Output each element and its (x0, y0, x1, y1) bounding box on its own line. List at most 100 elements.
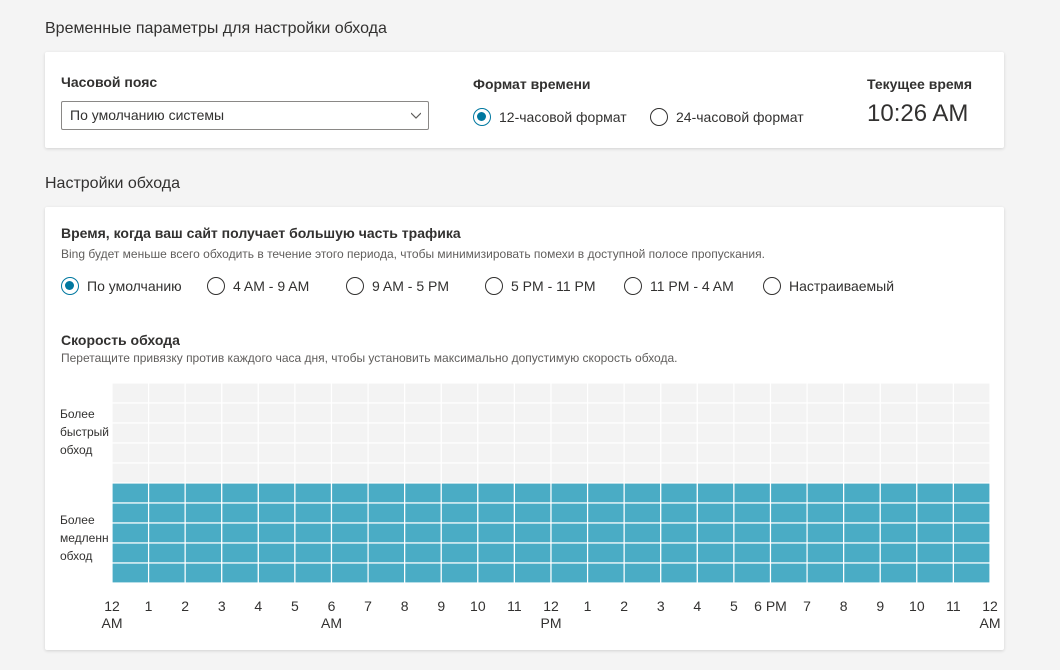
rate-cell-h5-l5[interactable] (294, 482, 333, 504)
rate-cell-h22-l7[interactable] (916, 442, 955, 464)
rate-cell-h22-l6[interactable] (916, 462, 955, 484)
rate-cell-h9-l5[interactable] (440, 482, 479, 504)
rate-cell-h0-l9[interactable] (112, 402, 150, 424)
rate-cell-h9-l7[interactable] (440, 442, 479, 464)
rate-cell-h1-l1[interactable] (147, 562, 186, 583)
rate-cell-h3-l2[interactable] (221, 542, 259, 564)
rate-cell-h11-l6[interactable] (513, 462, 552, 484)
rate-cell-h10-l4[interactable] (477, 502, 516, 524)
rate-cell-h22-l3[interactable] (916, 522, 955, 544)
rate-cell-h5-l1[interactable] (294, 562, 333, 583)
rate-cell-h23-l6[interactable] (952, 462, 990, 484)
rate-cell-h22-l1[interactable] (916, 562, 955, 583)
rate-cell-h9-l8[interactable] (440, 422, 479, 444)
rate-cell-h12-l3[interactable] (550, 522, 589, 544)
rate-cell-h4-l6[interactable] (257, 462, 296, 484)
rate-cell-h2-l10[interactable] (184, 383, 223, 404)
rate-cell-h5-l10[interactable] (294, 383, 333, 404)
rate-cell-h17-l5[interactable] (733, 482, 772, 504)
rate-cell-h11-l5[interactable] (513, 482, 552, 504)
rate-cell-h18-l2[interactable] (769, 542, 808, 564)
rate-cell-h17-l9[interactable] (733, 402, 772, 424)
rate-cell-h20-l3[interactable] (843, 522, 881, 544)
rate-cell-h0-l3[interactable] (112, 522, 150, 544)
rate-cell-h17-l1[interactable] (733, 562, 772, 583)
rate-cell-h23-l10[interactable] (952, 383, 990, 404)
rate-cell-h7-l9[interactable] (367, 402, 406, 424)
rate-cell-h0-l5[interactable] (112, 482, 150, 504)
rate-cell-h11-l8[interactable] (513, 422, 552, 444)
rate-cell-h23-l1[interactable] (952, 562, 990, 583)
rate-cell-h7-l1[interactable] (367, 562, 406, 583)
rate-cell-h0-l4[interactable] (112, 502, 150, 524)
rate-cell-h17-l8[interactable] (733, 422, 772, 444)
rate-cell-h10-l9[interactable] (477, 402, 516, 424)
rate-cell-h9-l4[interactable] (440, 502, 479, 524)
rate-cell-h2-l8[interactable] (184, 422, 223, 444)
rate-cell-h14-l9[interactable] (623, 402, 662, 424)
rate-cell-h19-l8[interactable] (806, 422, 845, 444)
rate-cell-h14-l7[interactable] (623, 442, 662, 464)
traffic-radio-2[interactable]: 9 AM - 5 PM (346, 277, 449, 295)
rate-cell-h3-l10[interactable] (221, 383, 259, 404)
rate-cell-h9-l2[interactable] (440, 542, 479, 564)
rate-cell-h8-l8[interactable] (404, 422, 442, 444)
rate-cell-h10-l8[interactable] (477, 422, 516, 444)
rate-cell-h12-l9[interactable] (550, 402, 589, 424)
rate-cell-h1-l6[interactable] (147, 462, 186, 484)
rate-cell-h8-l7[interactable] (404, 442, 442, 464)
rate-cell-h18-l10[interactable] (769, 383, 808, 404)
rate-cell-h15-l1[interactable] (660, 562, 698, 583)
rate-cell-h18-l7[interactable] (769, 442, 808, 464)
rate-cell-h5-l2[interactable] (294, 542, 333, 564)
rate-cell-h4-l1[interactable] (257, 562, 296, 583)
rate-cell-h18-l8[interactable] (769, 422, 808, 444)
rate-cell-h6-l4[interactable] (330, 502, 369, 524)
rate-cell-h6-l2[interactable] (330, 542, 369, 564)
rate-cell-h17-l7[interactable] (733, 442, 772, 464)
rate-cell-h1-l5[interactable] (147, 482, 186, 504)
rate-cell-h12-l10[interactable] (550, 383, 589, 404)
rate-cell-h10-l1[interactable] (477, 562, 516, 583)
rate-cell-h14-l8[interactable] (623, 422, 662, 444)
rate-cell-h7-l8[interactable] (367, 422, 406, 444)
rate-cell-h22-l2[interactable] (916, 542, 955, 564)
rate-cell-h22-l5[interactable] (916, 482, 955, 504)
rate-cell-h16-l8[interactable] (696, 422, 735, 444)
rate-cell-h4-l8[interactable] (257, 422, 296, 444)
rate-cell-h11-l3[interactable] (513, 522, 552, 544)
rate-cell-h18-l4[interactable] (769, 502, 808, 524)
rate-cell-h0-l10[interactable] (112, 383, 150, 404)
rate-cell-h19-l7[interactable] (806, 442, 845, 464)
rate-cell-h10-l10[interactable] (477, 383, 516, 404)
rate-cell-h1-l8[interactable] (147, 422, 186, 444)
rate-cell-h6-l7[interactable] (330, 442, 369, 464)
rate-cell-h5-l6[interactable] (294, 462, 333, 484)
rate-cell-h14-l6[interactable] (623, 462, 662, 484)
rate-cell-h16-l2[interactable] (696, 542, 735, 564)
rate-cell-h0-l2[interactable] (112, 542, 150, 564)
rate-cell-h21-l1[interactable] (879, 562, 918, 583)
rate-cell-h20-l9[interactable] (843, 402, 881, 424)
rate-cell-h1-l2[interactable] (147, 542, 186, 564)
rate-cell-h19-l10[interactable] (806, 383, 845, 404)
rate-cell-h13-l7[interactable] (586, 442, 625, 464)
rate-cell-h7-l3[interactable] (367, 522, 406, 544)
rate-cell-h9-l3[interactable] (440, 522, 479, 544)
rate-cell-h11-l7[interactable] (513, 442, 552, 464)
rate-cell-h12-l1[interactable] (550, 562, 589, 583)
rate-cell-h10-l7[interactable] (477, 442, 516, 464)
rate-cell-h5-l3[interactable] (294, 522, 333, 544)
rate-cell-h14-l5[interactable] (623, 482, 662, 504)
time-format-radio-0[interactable]: 12-часовой формат (473, 108, 627, 126)
rate-cell-h15-l10[interactable] (660, 383, 698, 404)
rate-cell-h6-l3[interactable] (330, 522, 369, 544)
rate-cell-h6-l5[interactable] (330, 482, 369, 504)
rate-cell-h20-l8[interactable] (843, 422, 881, 444)
rate-cell-h0-l7[interactable] (112, 442, 150, 464)
rate-cell-h12-l8[interactable] (550, 422, 589, 444)
rate-cell-h10-l3[interactable] (477, 522, 516, 544)
rate-cell-h14-l2[interactable] (623, 542, 662, 564)
rate-cell-h8-l4[interactable] (404, 502, 442, 524)
rate-cell-h2-l1[interactable] (184, 562, 223, 583)
